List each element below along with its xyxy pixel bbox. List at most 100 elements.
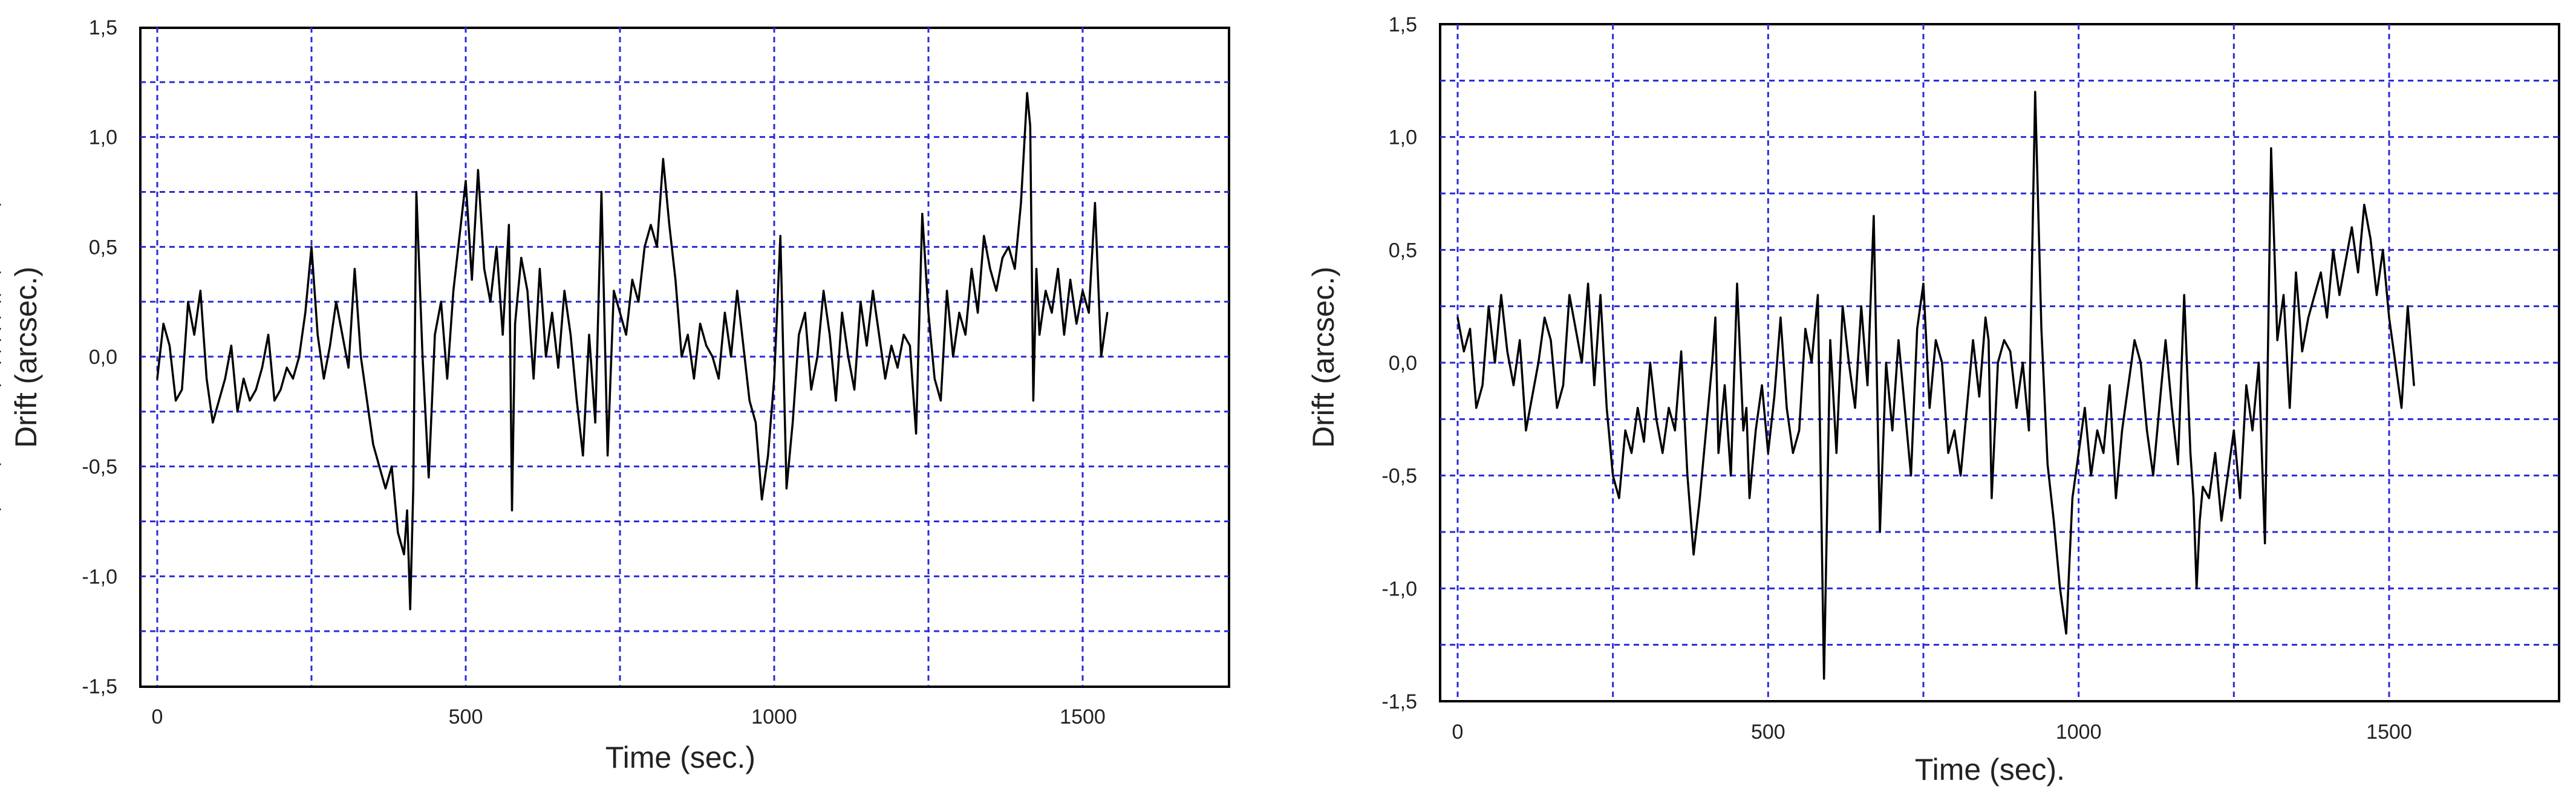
data-point <box>1686 475 1689 477</box>
data-point <box>2350 226 2353 229</box>
data-point <box>1008 245 1010 248</box>
gridlines-right <box>1440 24 2559 701</box>
data-point <box>1885 361 1887 364</box>
data-point <box>1481 384 1484 386</box>
data-point <box>249 400 251 402</box>
x-axis-title-right: Time (sec). <box>1915 753 2065 786</box>
data-point <box>415 191 417 193</box>
y-tick-label: 0,5 <box>1389 239 1417 262</box>
data-point <box>2193 497 2195 499</box>
data-point <box>514 323 517 325</box>
data-point <box>2314 294 2316 296</box>
data-point <box>1069 279 1072 281</box>
data-point <box>199 290 201 292</box>
data-point <box>2164 339 2167 342</box>
data-point <box>471 279 473 281</box>
data-point <box>243 377 245 380</box>
data-point <box>1475 407 1478 409</box>
data-point <box>1978 395 1980 398</box>
data-point <box>989 268 991 270</box>
data-point <box>853 389 856 391</box>
data-point <box>156 377 158 380</box>
data-point <box>0 350 1 352</box>
data-point <box>2040 328 2043 330</box>
data-point <box>1698 497 1701 499</box>
data-point <box>705 345 708 347</box>
data-point <box>206 377 208 380</box>
data-point <box>2115 497 2117 499</box>
y-tick-label: -1,5 <box>82 675 117 698</box>
data-point <box>477 169 479 171</box>
data-point <box>970 268 973 270</box>
data-point <box>298 355 301 358</box>
data-point <box>0 204 1 206</box>
data-point <box>193 334 195 336</box>
data-point <box>1897 339 1900 342</box>
x-tick-label: 500 <box>1751 721 1785 744</box>
data-point <box>2363 204 2366 206</box>
data-point <box>1767 452 1769 454</box>
data-point <box>730 355 732 358</box>
data-point <box>1823 678 1825 680</box>
data-point <box>1717 452 1720 454</box>
x-tick-label: 1500 <box>2366 721 2412 744</box>
data-point <box>1854 407 1856 409</box>
data-point <box>736 290 739 292</box>
y-axis-title-left: Drift (arcsec.) <box>9 267 43 448</box>
data-point <box>2214 452 2217 454</box>
data-point <box>1580 361 1583 364</box>
data-point <box>0 463 1 465</box>
data-point <box>1456 316 1459 319</box>
data-point <box>1761 384 1763 386</box>
data-point <box>181 389 183 391</box>
data-point <box>2394 361 2396 364</box>
data-point <box>1742 429 1744 432</box>
y-tick-label: 0,0 <box>1389 352 1417 375</box>
data-point <box>2028 429 2030 432</box>
data-point <box>458 235 461 237</box>
data-point <box>2152 475 2154 477</box>
data-point <box>428 476 430 479</box>
y-tick-label: 0,5 <box>89 236 117 259</box>
data-point <box>520 257 523 259</box>
data-point <box>452 290 455 292</box>
data-point <box>637 300 640 303</box>
chart-left: 1,5 1,0 0,5 0,0 -0,5 -1,0 -1,5 0 500 1000 1500 Ti… <box>0 16 1230 774</box>
data-point <box>412 487 414 490</box>
data-point <box>501 334 504 336</box>
data-point <box>1537 361 1539 364</box>
data-point <box>1462 350 1465 352</box>
data-point <box>403 553 405 556</box>
data-point <box>0 508 1 511</box>
data-point <box>384 487 386 490</box>
data-point <box>1649 361 1651 364</box>
data-point <box>792 421 794 424</box>
data-point <box>2133 339 2136 342</box>
data-point <box>1810 361 1813 364</box>
data-point <box>2158 407 2160 409</box>
data-point <box>347 366 350 369</box>
data-point <box>2332 248 2335 251</box>
data-point <box>810 389 812 391</box>
data-point <box>2401 407 2403 409</box>
data-point <box>1599 294 1602 296</box>
data-point <box>588 334 590 336</box>
data-point <box>1891 429 1894 432</box>
data-point <box>2053 519 2055 522</box>
data-point <box>2177 463 2179 465</box>
data-point <box>1755 429 1757 432</box>
data-point <box>507 224 510 226</box>
data-point <box>1798 429 1801 432</box>
data-point <box>1680 350 1683 352</box>
data-point <box>563 290 566 292</box>
data-point <box>946 290 948 292</box>
data-point <box>162 323 165 325</box>
data-point <box>267 334 270 336</box>
data-point <box>2102 452 2105 454</box>
data-point <box>908 345 911 347</box>
data-point <box>1867 384 1869 386</box>
data-point <box>613 290 615 292</box>
chart-right: 1,5 1,0 0,5 0,0 -0,5 -1,0 -1,5 0 500 1000 1500 Ti… <box>0 13 2560 786</box>
data-point <box>1100 355 1103 358</box>
